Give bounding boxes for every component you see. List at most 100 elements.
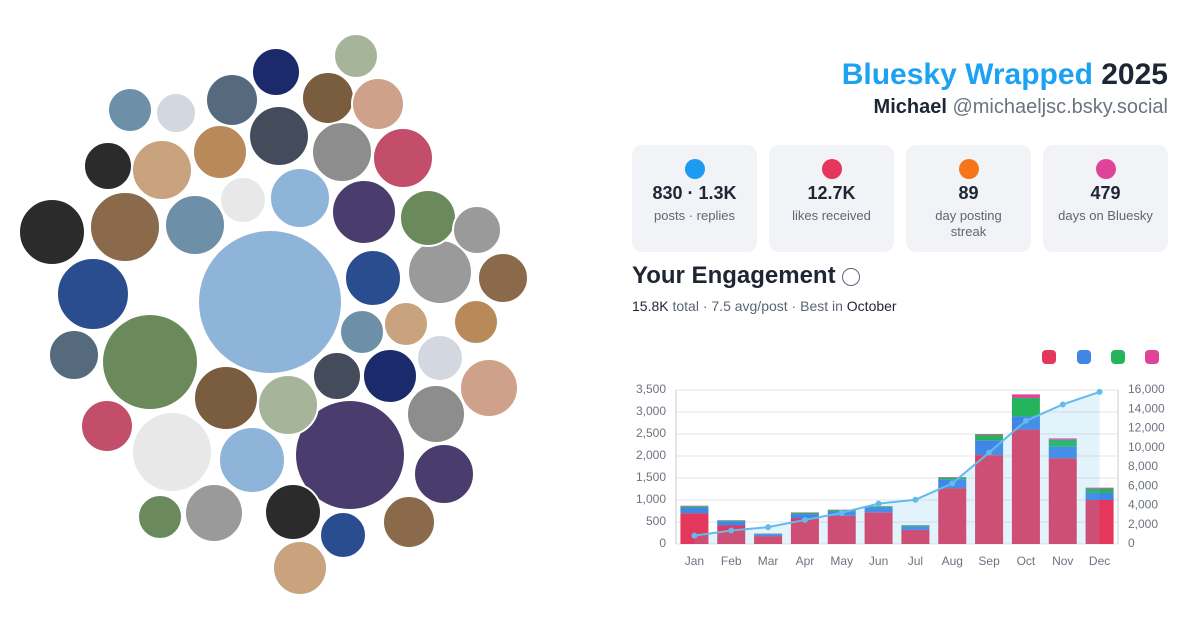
y2-tick-label: 14,000 bbox=[1128, 401, 1165, 415]
bar-segment bbox=[1085, 487, 1114, 489]
line-point bbox=[1059, 401, 1066, 408]
y-tick-label: 3,000 bbox=[636, 404, 666, 418]
avatar bbox=[319, 511, 367, 559]
line-point bbox=[691, 532, 698, 539]
avatar bbox=[101, 313, 199, 411]
icon bbox=[958, 159, 979, 179]
stat-value: 89 bbox=[958, 183, 979, 203]
stat-card: 89 day posting streak bbox=[906, 145, 1031, 252]
bar-segment bbox=[1048, 458, 1077, 544]
avatar bbox=[219, 176, 267, 224]
line-point bbox=[912, 496, 919, 503]
bar-segment bbox=[1011, 397, 1040, 417]
bar-segment bbox=[790, 512, 819, 515]
line-point bbox=[1096, 388, 1103, 395]
avatar bbox=[453, 299, 499, 345]
x-tick-label: Mar bbox=[758, 554, 779, 568]
avatar bbox=[477, 252, 529, 304]
avatar bbox=[301, 71, 355, 125]
avatar bbox=[131, 411, 213, 493]
bar-segment bbox=[1048, 446, 1077, 459]
x-tick-label: Apr bbox=[796, 554, 815, 568]
avatar bbox=[344, 249, 402, 307]
section-title: Your Engagement bbox=[632, 262, 861, 290]
y-tick-label: 1,000 bbox=[636, 492, 666, 506]
title: Bluesky Wrapped 2025 bbox=[842, 58, 1168, 92]
avatar bbox=[131, 139, 193, 201]
bar-segment bbox=[680, 507, 709, 514]
avatar bbox=[197, 229, 343, 375]
engagement-title: Your Engagement bbox=[632, 262, 836, 289]
stat-value: 830 · 1.3K bbox=[652, 183, 737, 203]
avatar bbox=[351, 77, 405, 131]
y2-tick-label: 12,000 bbox=[1128, 421, 1165, 435]
avatar bbox=[311, 121, 373, 183]
avatar bbox=[205, 73, 259, 127]
stat-label: posts · replies bbox=[654, 208, 735, 223]
bar-segment bbox=[864, 507, 893, 513]
best-month: October bbox=[846, 298, 897, 314]
bar-segment bbox=[901, 529, 930, 544]
bar-segment bbox=[1085, 492, 1114, 500]
bar-segment bbox=[938, 477, 967, 480]
avatar bbox=[89, 191, 161, 263]
bar-segment bbox=[1085, 500, 1114, 544]
stat-card: 479 days on Bluesky bbox=[1043, 145, 1168, 252]
avatar bbox=[413, 443, 475, 505]
icon bbox=[1095, 159, 1116, 179]
y-tick-label: 500 bbox=[646, 514, 666, 528]
legend-icon bbox=[1111, 350, 1125, 364]
avatar bbox=[218, 426, 286, 494]
bar-segment bbox=[864, 512, 893, 544]
x-tick-label: Nov bbox=[1052, 554, 1073, 568]
y2-tick-label: 10,000 bbox=[1128, 440, 1165, 454]
line-point bbox=[765, 524, 772, 531]
user: Michael @michaeljsc.bsky.social bbox=[874, 96, 1168, 119]
bar-segment bbox=[1011, 394, 1040, 398]
title-text: Bluesky Wrapped bbox=[841, 58, 1093, 91]
bar-segment bbox=[680, 506, 709, 508]
y-tick-label: 1,500 bbox=[636, 470, 666, 484]
line-point bbox=[728, 527, 735, 534]
x-tick-label: Jun bbox=[869, 554, 888, 568]
icon bbox=[821, 159, 842, 179]
bar-segment bbox=[975, 434, 1004, 435]
x-tick-label: Jan bbox=[685, 554, 704, 568]
bar-segment bbox=[717, 521, 746, 526]
avatar bbox=[459, 358, 519, 418]
avatar bbox=[48, 329, 100, 381]
bar-segment bbox=[1085, 488, 1114, 493]
legend-icon bbox=[1042, 350, 1056, 364]
x-tick-label: Oct bbox=[1017, 554, 1036, 568]
avatar bbox=[192, 124, 248, 180]
y2-tick-label: 2,000 bbox=[1128, 517, 1158, 531]
summary: 15.8K total · 7.5 avg/post · Best in Oct… bbox=[632, 298, 897, 314]
y2-tick-label: 0 bbox=[1128, 536, 1135, 550]
y-tick-label: 3,500 bbox=[636, 382, 666, 396]
x-tick-label: Sep bbox=[978, 554, 1000, 568]
line-area bbox=[694, 391, 1100, 544]
bar-segment bbox=[975, 434, 1004, 441]
summary-text: total · 7.5 avg/post · Best in bbox=[672, 298, 843, 314]
avatar bbox=[399, 189, 457, 247]
line-point bbox=[875, 500, 882, 507]
y-tick-label: 2,000 bbox=[636, 448, 666, 462]
bar-segment bbox=[827, 515, 856, 544]
bar-segment bbox=[1011, 429, 1040, 544]
stat-value: 479 bbox=[1090, 183, 1121, 203]
avatar bbox=[184, 483, 244, 543]
bar-segment bbox=[901, 526, 930, 530]
bar-segment bbox=[754, 536, 783, 544]
avatar bbox=[80, 399, 134, 453]
stat-label: days on Bluesky bbox=[1058, 208, 1153, 223]
stat-card: 830 · 1.3K posts · replies bbox=[632, 145, 757, 252]
handle: @michaeljsc.bsky.social bbox=[952, 96, 1168, 118]
info-icon[interactable] bbox=[842, 267, 861, 286]
stat-value: 12.7K bbox=[807, 183, 856, 203]
bar-segment bbox=[754, 534, 783, 537]
x-tick-label: Dec bbox=[1089, 554, 1110, 568]
y2-tick-label: 6,000 bbox=[1128, 478, 1158, 492]
avatar bbox=[339, 309, 385, 355]
avatar bbox=[137, 494, 183, 540]
bar-segment bbox=[790, 514, 819, 519]
